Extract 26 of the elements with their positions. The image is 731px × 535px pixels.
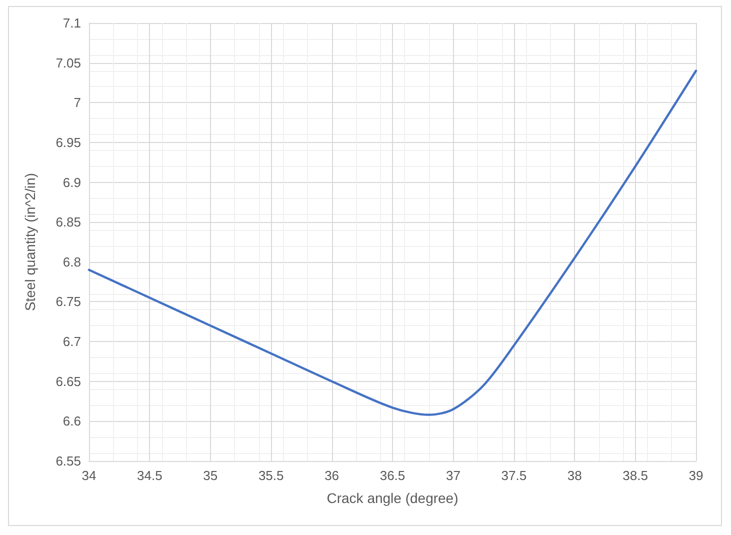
x-tick-label: 35 xyxy=(203,468,218,483)
y-tick-label: 6.8 xyxy=(62,254,81,270)
x-tick-label: 37.5 xyxy=(501,468,527,483)
x-tick-label: 39 xyxy=(688,468,704,483)
y-tick-label: 6.7 xyxy=(62,334,81,350)
x-tick-label: 37 xyxy=(446,468,460,483)
x-tick-label: 38.5 xyxy=(622,468,648,483)
y-tick-label: 6.9 xyxy=(62,174,81,190)
y-tick-label: 6.85 xyxy=(56,214,81,230)
y-tick-label: 6.65 xyxy=(56,374,81,389)
y-tick-label: 7.05 xyxy=(56,55,81,70)
y-tick-label: 7.1 xyxy=(62,16,81,30)
y-tick-label: 6.55 xyxy=(56,454,81,468)
y-tick-label: 7 xyxy=(74,95,81,110)
x-tick-label: 36.5 xyxy=(380,468,406,483)
line-series xyxy=(88,70,698,416)
y-tick-label: 6.6 xyxy=(62,414,81,429)
x-tick-label: 34 xyxy=(82,468,96,483)
x-axis-title: Crack angle (degree) xyxy=(326,490,458,506)
x-tick-label: 34.5 xyxy=(137,468,162,483)
x-tick-label: 38 xyxy=(567,468,582,483)
x-tick-label: 36 xyxy=(324,468,340,483)
y-tick-label: 6.95 xyxy=(56,134,81,150)
x-tick-label: 35.5 xyxy=(258,468,284,483)
y-tick-label: 6.75 xyxy=(56,294,81,310)
y-axis-title: Steel quantity (in^2/in) xyxy=(22,172,38,312)
